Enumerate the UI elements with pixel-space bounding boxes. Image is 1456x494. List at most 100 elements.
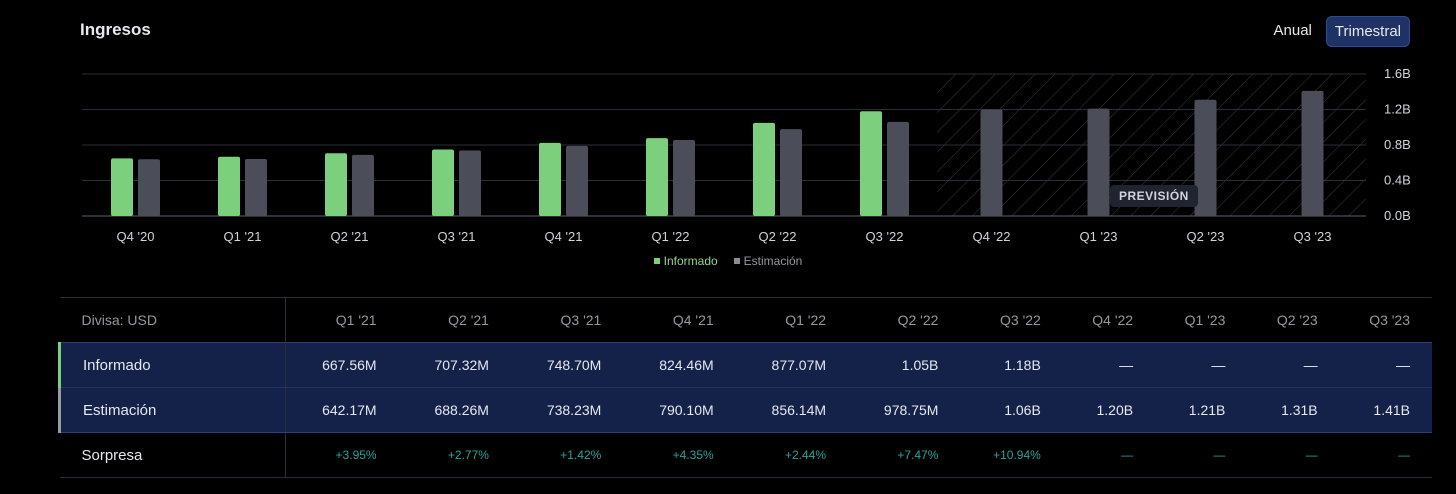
table-cell: 642.17M <box>285 387 399 433</box>
x-tick-label: Q2 '23 <box>1187 229 1225 244</box>
column-header: Q3 '23 <box>1339 297 1432 343</box>
legend-estimate[interactable]: Estimación <box>733 254 803 268</box>
table-cell: 856.14M <box>735 387 849 433</box>
bar-reported[interactable] <box>860 111 882 216</box>
table-cell: 1.06B <box>960 387 1063 433</box>
column-header: Q4 '21 <box>623 297 736 343</box>
legend-estimate-label: Estimación <box>743 254 803 268</box>
x-tick-label: Q3 '23 <box>1294 229 1332 244</box>
bar-estimate[interactable] <box>1194 99 1217 216</box>
x-tick-label: Q3 '21 <box>438 229 476 244</box>
table-cell: 877.07M <box>735 342 849 388</box>
table-cell: 667.56M <box>285 342 399 388</box>
table-cell: — <box>1339 342 1432 388</box>
row-label: Estimación <box>58 387 286 433</box>
table-cell: 688.26M <box>398 387 511 433</box>
column-header: Q1 '22 <box>735 297 849 343</box>
bar-estimate[interactable] <box>459 150 481 216</box>
x-tick-label: Q3 '22 <box>866 229 904 244</box>
bar-reported[interactable] <box>539 142 561 216</box>
bar-estimate[interactable] <box>566 145 588 216</box>
legend-reported-label: Informado <box>663 254 718 268</box>
column-header: Q2 '22 <box>848 297 961 343</box>
x-tick-label: Q1 '22 <box>652 229 690 244</box>
table-cell: +4.35% <box>623 432 736 478</box>
x-tick-label: Q1 '21 <box>224 229 262 244</box>
forecast-badge: PREVISIÓN <box>1110 185 1198 207</box>
bar-reported[interactable] <box>753 122 775 216</box>
quarterly-button[interactable]: Trimestral <box>1325 16 1410 47</box>
table-cell: — <box>1155 342 1248 388</box>
table-cell: 1.20B <box>1062 387 1156 433</box>
column-header: Q1 '23 <box>1155 297 1248 343</box>
bar-estimate[interactable] <box>1087 108 1110 216</box>
x-tick-label: Q4 '21 <box>545 229 583 244</box>
bar-estimate[interactable] <box>352 154 374 216</box>
bar-estimate[interactable] <box>1301 90 1324 216</box>
legend-estimate-swatch <box>733 258 740 264</box>
x-tick-label: Q4 '22 <box>973 229 1011 244</box>
chart-title: Ingresos <box>80 20 151 39</box>
table-cell: 1.21B <box>1155 387 1248 433</box>
table-cell: +1.42% <box>510 432 624 478</box>
table-cell: — <box>1062 342 1156 388</box>
x-tick-label: Q1 '23 <box>1080 229 1118 244</box>
table-cell: +7.47% <box>848 432 961 478</box>
column-header: Q2 '21 <box>398 297 511 343</box>
y-tick-label: 1.6B <box>1384 66 1411 81</box>
table-cell: 824.46M <box>623 342 736 388</box>
table-cell: 790.10M <box>623 387 736 433</box>
annual-button[interactable]: Anual <box>1273 22 1312 39</box>
row-label: Sorpresa <box>59 432 286 478</box>
y-tick-label: 0.0B <box>1384 208 1411 223</box>
table-cell: 1.41B <box>1339 387 1432 433</box>
table-cell: 1.31B <box>1247 387 1340 433</box>
y-tick-label: 0.4B <box>1384 173 1411 188</box>
table-header-row: Divisa: USD Q1 '21 Q2 '21 Q3 '21 Q4 '21 Q1 '… <box>59 297 1432 343</box>
row-label: Informado <box>58 342 286 388</box>
bar-reported[interactable] <box>111 158 133 216</box>
chart-legend: Informado Estimación <box>0 254 1456 268</box>
surprise-row: Sorpresa +3.95% +2.77% +1.42% +4.35% +2.44% +7… <box>59 432 1432 478</box>
column-header: Q1 '21 <box>285 297 399 343</box>
column-header: Q2 '23 <box>1247 297 1340 343</box>
table-cell: — <box>1247 432 1340 478</box>
bar-estimate[interactable] <box>138 159 160 216</box>
revenue-bar-chart: Q4 '20 Q1 '21 Q2 '21 Q3 '21 Q4 '21 Q1 '22 Q2 '… <box>82 66 1411 244</box>
table-cell: +10.94% <box>960 432 1063 478</box>
bar-reported[interactable] <box>218 156 240 216</box>
column-header: Q3 '22 <box>960 297 1063 343</box>
estimate-row: Estimación 642.17M 688.26M 738.23M 790.10M 85… <box>58 387 1432 433</box>
reported-row: Informado 667.56M 707.32M 748.70M 824.46M 877… <box>58 342 1432 388</box>
bar-estimate[interactable] <box>780 129 802 216</box>
legend-reported-swatch <box>653 258 660 264</box>
bar-reported[interactable] <box>646 138 668 216</box>
bar-estimate[interactable] <box>673 140 695 216</box>
table-cell: — <box>1339 432 1432 478</box>
period-toggle: Anual Trimestral <box>1266 16 1410 47</box>
x-tick-label: Q2 '21 <box>331 229 369 244</box>
table-cell: 1.05B <box>848 342 961 388</box>
table-cell: +3.95% <box>285 432 399 478</box>
table-cell: 707.32M <box>398 342 511 388</box>
column-header: Q3 '21 <box>510 297 624 343</box>
bar-estimate[interactable] <box>980 109 1003 217</box>
x-tick-label: Q2 '22 <box>759 229 797 244</box>
x-tick-label: Q4 '20 <box>117 229 155 244</box>
table-cell: 738.23M <box>510 387 624 433</box>
y-tick-label: 1.2B <box>1384 102 1411 117</box>
table-cell: — <box>1062 432 1156 478</box>
legend-reported[interactable]: Informado <box>653 254 718 268</box>
bar-estimate[interactable] <box>245 159 267 216</box>
table-cell: — <box>1247 342 1340 388</box>
table-cell: 978.75M <box>848 387 961 433</box>
table-cell: +2.77% <box>398 432 511 478</box>
bar-reported[interactable] <box>325 153 347 216</box>
table-cell: +2.44% <box>735 432 849 478</box>
table-cell: — <box>1155 432 1248 478</box>
currency-label: Divisa: USD <box>59 297 286 343</box>
y-tick-label: 0.8B <box>1384 137 1411 152</box>
bar-estimate[interactable] <box>887 121 909 216</box>
bar-reported[interactable] <box>432 149 454 216</box>
table-cell: 1.18B <box>960 342 1063 388</box>
